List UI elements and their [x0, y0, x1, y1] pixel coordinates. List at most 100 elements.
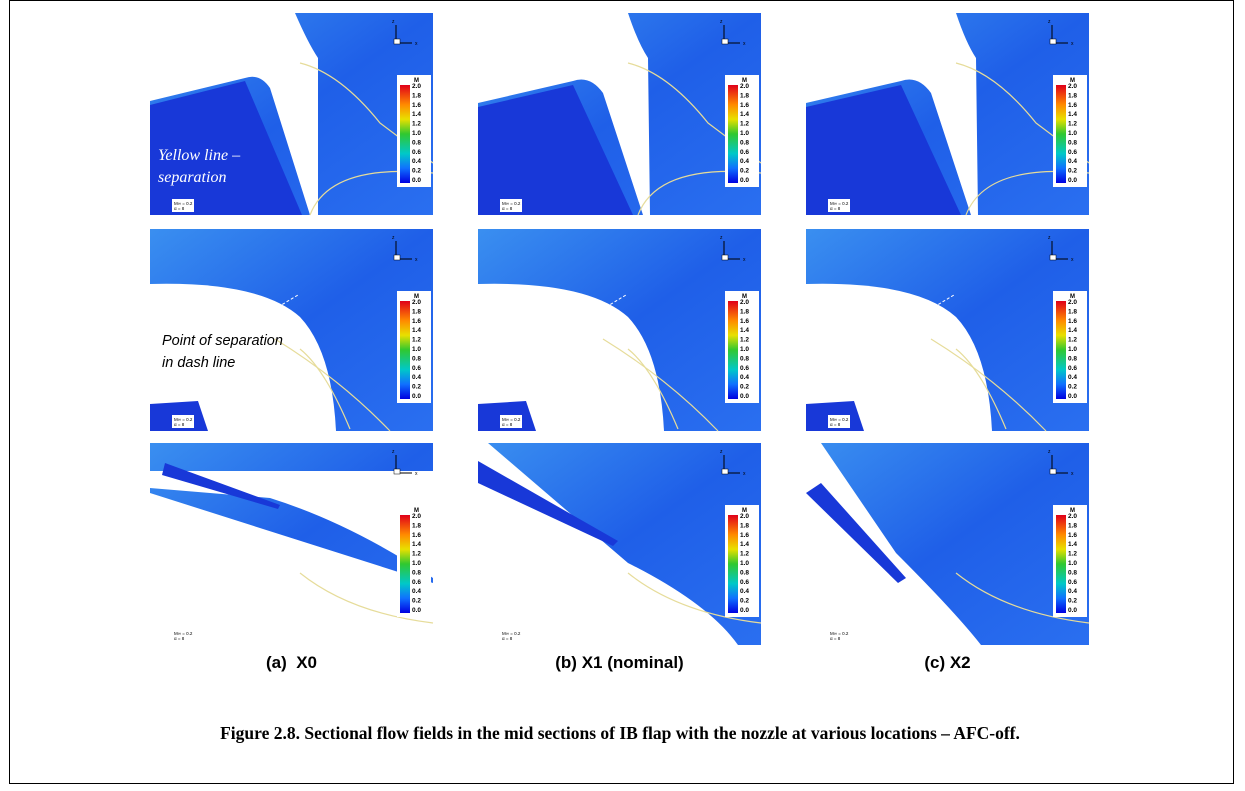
colorbar-tick-label: 2.0: [1068, 299, 1077, 306]
colorbar-tick-label: 1.6: [412, 532, 421, 539]
conditions-label: α = 8: [830, 422, 841, 427]
separation-line: [955, 348, 1007, 430]
colorbar-tick-label: 1.4: [1068, 327, 1077, 334]
colorbar-title: M: [742, 78, 747, 84]
colorbar-tick-label: 1.4: [412, 111, 421, 118]
conditions-box: [500, 629, 522, 642]
colorbar-tick-label: 0.8: [1068, 139, 1077, 146]
colorbar-title: M: [414, 78, 419, 84]
colorbar-title: M: [414, 294, 419, 300]
conditions-label: M∞ = 0.2: [830, 631, 849, 636]
axis-label: x: [415, 257, 418, 263]
colorbar-tick-label: 2.0: [1068, 513, 1077, 520]
colorbar-tick-label: 2.0: [1068, 83, 1077, 90]
conditions-label: α = 8: [174, 636, 185, 641]
colorbar: [1056, 301, 1066, 399]
colorbar-tick-label: 0.8: [740, 355, 749, 362]
conditions-label: M∞ = 0.2: [174, 201, 193, 206]
colorbar-tick-label: 0.2: [412, 598, 421, 605]
axis-label: z: [392, 235, 395, 241]
conditions-box: [828, 415, 850, 428]
colorbar-tick-label: 1.2: [1068, 337, 1077, 344]
separation-dash: [605, 294, 627, 308]
colorbar-tick-label: 2.0: [740, 83, 749, 90]
colorbar-tick-label: 0.8: [740, 139, 749, 146]
conditions-label: α = 8: [174, 422, 185, 427]
axis-glyph: [393, 254, 401, 261]
colorbar-tick-label: 0.2: [1068, 168, 1077, 175]
axis-label: z: [1048, 449, 1051, 455]
separation-line: [299, 572, 434, 624]
conditions-label: α = 8: [174, 206, 185, 211]
axis-label: x: [1071, 471, 1074, 477]
conditions-box: [172, 415, 194, 428]
colorbar-tick-label: 2.0: [740, 299, 749, 306]
colorbar-tick-label: 0.4: [740, 588, 749, 595]
colorbar-tick-label: 0.4: [1068, 588, 1077, 595]
column-label: (a) X0: [266, 653, 317, 672]
conditions-label: M∞ = 0.2: [830, 201, 849, 206]
colorbar-tick-label: 0.2: [1068, 598, 1077, 605]
conditions-label: M∞ = 0.2: [174, 631, 193, 636]
separation-dash: [933, 294, 955, 308]
colorbar: [400, 85, 410, 183]
colorbar-tick-label: 1.0: [740, 560, 749, 567]
axis-label: x: [415, 41, 418, 47]
body-region: [806, 283, 992, 431]
colorbar-tick-label: 0.6: [412, 149, 421, 156]
axis-glyph: [721, 254, 729, 261]
figure-frame: [9, 0, 1234, 784]
colorbar: [1056, 85, 1066, 183]
colorbar-tick-label: 2.0: [412, 513, 421, 520]
axis-label: x: [1071, 257, 1074, 263]
conditions-box: [828, 199, 850, 212]
separation-dash: [277, 294, 299, 308]
colorbar-tick-label: 1.4: [740, 541, 749, 548]
colorbar: [400, 301, 410, 399]
colorbar-tick-label: 1.6: [740, 318, 749, 325]
axis-label: z: [392, 19, 395, 25]
body-region: [806, 13, 978, 215]
colorbar-tick-label: 1.8: [412, 308, 421, 315]
body-region: [806, 85, 961, 215]
colorbar-tick-label: 0.2: [740, 168, 749, 175]
colorbar-tick-label: 1.0: [412, 346, 421, 353]
colorbar-tick-label: 0.0: [1068, 393, 1077, 400]
body-region: [162, 463, 280, 509]
colorbar: [728, 85, 738, 183]
axis-glyph: [721, 468, 729, 475]
colorbar-title: M: [1070, 78, 1075, 84]
body-region: [150, 471, 433, 645]
conditions-box: [828, 629, 850, 642]
colorbar-tick-label: 0.4: [412, 588, 421, 595]
colorbar-tick-label: 0.6: [412, 579, 421, 586]
colorbar-tick-label: 1.8: [412, 92, 421, 99]
colorbar-tick-label: 1.8: [412, 522, 421, 529]
colorbar-tick-label: 1.6: [412, 318, 421, 325]
axis-label: z: [720, 235, 723, 241]
colorbar-tick-label: 0.6: [740, 149, 749, 156]
conditions-box: [172, 629, 194, 642]
flow-panel: z x M2.0 1.8 1.6 1.4 1.2 1.0 0.8 0.6 0.4 0.2 0.0 M∞ =…: [478, 443, 762, 645]
conditions-label: M∞ = 0.2: [502, 417, 521, 422]
column-label: (c) X2: [924, 653, 970, 672]
colorbar-tick-label: 1.8: [1068, 308, 1077, 315]
flow-panel: z x M2.0 1.8 1.6 1.4 1.2 1.0 0.8 0.6 0.4 0.2 0.0 M∞ =…: [478, 13, 762, 216]
colorbar-tick-label: 1.0: [1068, 346, 1077, 353]
colorbar-tick-label: 1.4: [1068, 111, 1077, 118]
colorbar-tick-label: 0.0: [412, 607, 421, 614]
colorbar-tick-label: 1.2: [1068, 551, 1077, 558]
axis-label: z: [1048, 19, 1051, 25]
colorbar-tick-label: 0.0: [412, 393, 421, 400]
flow-panel: z x M2.0 1.8 1.6 1.4 1.2 1.0 0.8 0.6 0.4 0.2 0.0 M∞ =…: [806, 443, 1090, 645]
annotation: separation: [158, 169, 226, 186]
colorbar-tick-label: 1.2: [1068, 121, 1077, 128]
colorbar-tick-label: 0.4: [412, 374, 421, 381]
colorbar-tick-label: 0.4: [412, 158, 421, 165]
colorbar-tick-label: 0.8: [1068, 569, 1077, 576]
axis-glyph: [1049, 38, 1057, 45]
colorbar-title: M: [742, 294, 747, 300]
colorbar-tick-label: 0.8: [412, 139, 421, 146]
conditions-label: α = 8: [502, 422, 513, 427]
colorbar-tick-label: 1.4: [412, 327, 421, 334]
